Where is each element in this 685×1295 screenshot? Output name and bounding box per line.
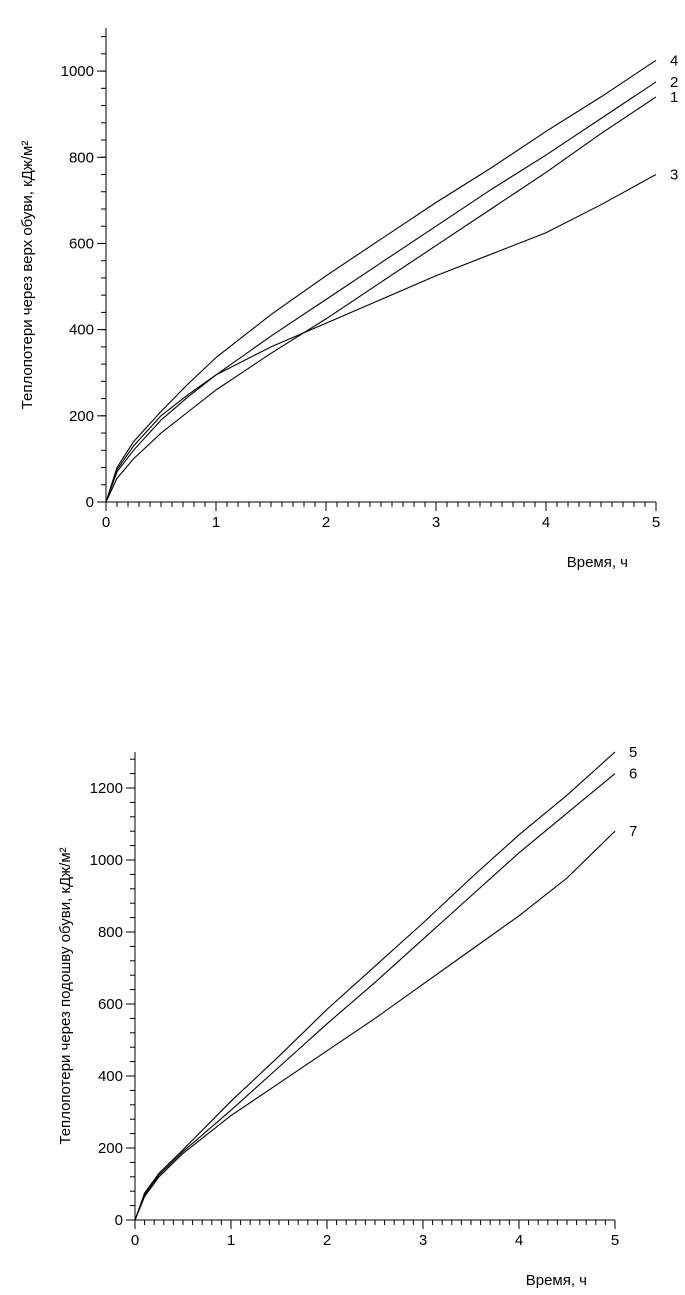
- x-tick-label: 4: [542, 514, 550, 531]
- series-line-2: [105, 81, 657, 503]
- y-tick-label: 0: [115, 1212, 123, 1229]
- x-tick-label: 4: [515, 1232, 523, 1249]
- series-line-3: [105, 174, 657, 503]
- x-axis-title: Время, ч: [526, 1272, 587, 1289]
- chart-2: 0 1 2 3 4 5 0 200 400 600 800 1000 1200 Время, ч Тепло…: [57, 744, 637, 1289]
- y-tick-label: 1000: [61, 63, 94, 80]
- x-tick-label: 5: [652, 514, 660, 531]
- y-tick-label: 600: [69, 235, 94, 252]
- series-label-5: 5: [629, 744, 637, 761]
- series-line-4: [105, 59, 657, 503]
- y-tick-label: 800: [98, 924, 123, 941]
- y-tick-label: 800: [69, 149, 94, 166]
- x-axis-title: Время, ч: [567, 554, 628, 571]
- series-line-5: [134, 751, 616, 1221]
- x-tick-label: 1: [212, 514, 220, 531]
- y-tick-label: 200: [98, 1140, 123, 1157]
- series-label-2: 2: [670, 74, 678, 91]
- series-line-6: [134, 773, 616, 1221]
- series-line-7: [134, 830, 616, 1221]
- x-tick-label: 0: [102, 514, 110, 531]
- y-axis-title: Теплопотери через верх обуви, кДж/м²: [19, 141, 36, 410]
- y-tick-label: 1000: [90, 852, 123, 869]
- x-tick-label: 2: [323, 1232, 331, 1249]
- y-axis-title: Теплопотери через подошву обуви, кДж/м²: [57, 847, 74, 1144]
- x-tick-label: 3: [432, 514, 440, 531]
- y-tick-label: 1200: [90, 780, 123, 797]
- series-label-4: 4: [670, 52, 678, 69]
- series-label-3: 3: [670, 167, 678, 184]
- x-tick-label: 2: [322, 514, 330, 531]
- y-tick-label: 600: [98, 996, 123, 1013]
- series-label-1: 1: [670, 89, 678, 106]
- y-tick-label: 0: [86, 494, 94, 511]
- y-tick-label: 400: [69, 322, 94, 339]
- series-line-1: [105, 96, 657, 503]
- y-tick-label: 200: [69, 408, 94, 425]
- y-tick-label: 400: [98, 1068, 123, 1085]
- x-tick-label: 0: [131, 1232, 139, 1249]
- x-tick-label: 1: [227, 1232, 235, 1249]
- series-label-7: 7: [629, 823, 637, 840]
- series-label-6: 6: [629, 766, 637, 783]
- x-tick-label: 5: [611, 1232, 619, 1249]
- x-tick-label: 3: [419, 1232, 427, 1249]
